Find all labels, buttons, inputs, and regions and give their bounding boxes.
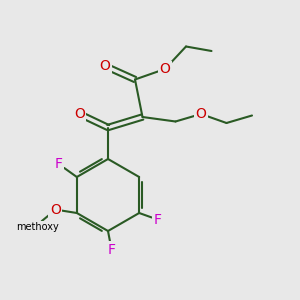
Text: F: F	[108, 243, 116, 256]
Text: O: O	[74, 107, 85, 121]
Text: methoxy: methoxy	[16, 221, 58, 232]
Text: O: O	[100, 59, 110, 73]
Text: O: O	[160, 62, 170, 76]
Text: F: F	[153, 213, 161, 226]
Text: O: O	[50, 203, 61, 217]
Text: O: O	[196, 107, 206, 121]
Text: F: F	[55, 158, 63, 171]
